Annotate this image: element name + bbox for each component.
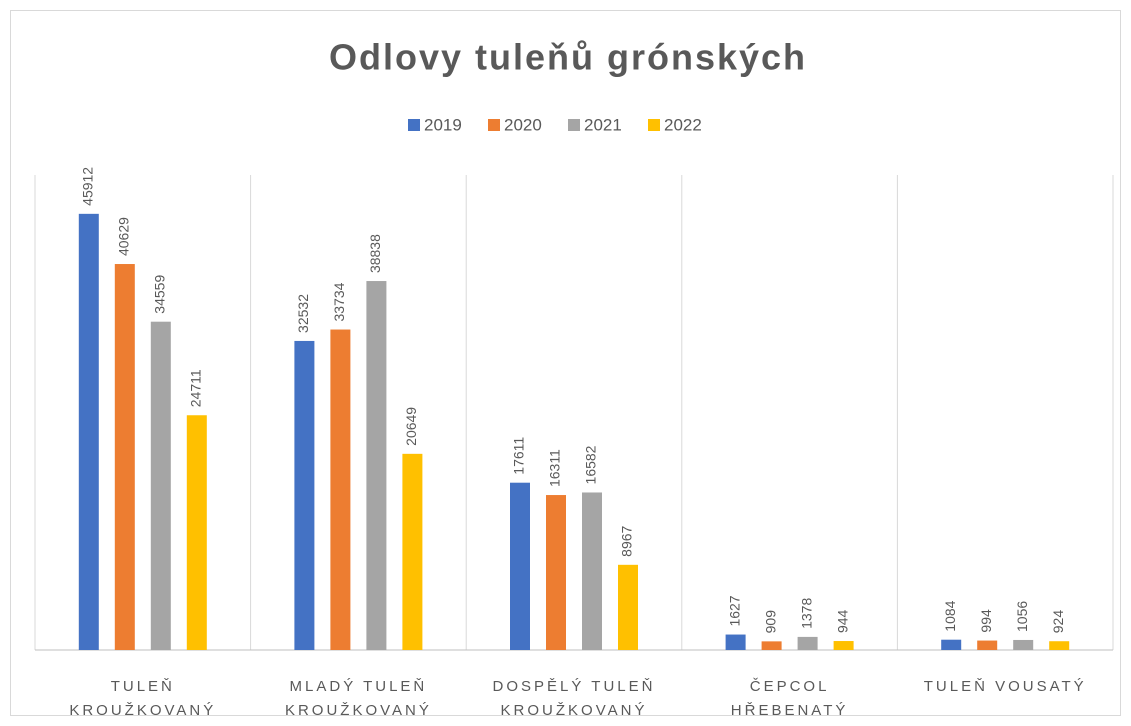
x-tick-label: TULEŇ VOUSATÝ bbox=[924, 678, 1087, 695]
value-label: 32532 bbox=[295, 294, 311, 333]
value-label: 944 bbox=[834, 609, 850, 633]
bar bbox=[366, 281, 387, 650]
bar bbox=[78, 213, 99, 650]
value-label: 1627 bbox=[726, 595, 742, 626]
value-label: 20649 bbox=[403, 407, 419, 446]
bar bbox=[761, 641, 782, 650]
x-tick-label: DOSPĚLÝ TULEŇ bbox=[493, 678, 656, 695]
x-tick-label: HŘEBENATÝ bbox=[731, 702, 849, 719]
value-label: 924 bbox=[1050, 610, 1066, 634]
value-label: 45912 bbox=[80, 167, 96, 206]
bar bbox=[797, 636, 818, 650]
value-label: 33734 bbox=[331, 282, 347, 321]
value-label: 24711 bbox=[188, 369, 204, 407]
bar bbox=[546, 495, 566, 650]
legend-label: 2019 bbox=[424, 115, 462, 134]
bar bbox=[833, 641, 854, 650]
bar bbox=[150, 321, 171, 650]
bar bbox=[114, 264, 135, 650]
value-label: 1084 bbox=[942, 600, 958, 631]
legend-swatch bbox=[568, 119, 580, 131]
x-tick-label: KROUŽKOVANÝ bbox=[501, 702, 648, 719]
bar bbox=[402, 453, 423, 650]
value-label: 16582 bbox=[583, 445, 599, 484]
bar bbox=[330, 329, 351, 650]
legend-swatch bbox=[488, 119, 500, 131]
bar bbox=[725, 634, 746, 650]
value-label: 8967 bbox=[619, 525, 635, 556]
value-label: 1056 bbox=[1014, 601, 1030, 632]
value-label: 994 bbox=[978, 609, 994, 633]
legend-label: 2021 bbox=[584, 115, 622, 134]
bar bbox=[618, 564, 638, 650]
bar bbox=[1049, 641, 1070, 650]
legend-label: 2022 bbox=[664, 115, 702, 134]
legend-label: 2020 bbox=[504, 115, 542, 134]
bar bbox=[294, 340, 315, 650]
bar bbox=[582, 492, 602, 650]
bar bbox=[186, 415, 207, 650]
legend-swatch bbox=[648, 119, 660, 131]
bar bbox=[510, 482, 530, 650]
value-label: 1378 bbox=[798, 598, 814, 629]
value-label: 909 bbox=[762, 610, 778, 634]
value-label: 17611 bbox=[511, 437, 527, 475]
bar bbox=[977, 640, 998, 650]
value-label: 40629 bbox=[116, 217, 132, 256]
bar bbox=[1013, 639, 1034, 650]
legend-swatch bbox=[408, 119, 420, 131]
value-label: 34559 bbox=[152, 275, 168, 314]
x-tick-label: MLADÝ TULEŇ bbox=[290, 678, 428, 695]
chart-title: Odlovy tuleňů grónských bbox=[329, 37, 807, 78]
x-tick-label: ČEPCOL bbox=[750, 678, 830, 695]
bar bbox=[941, 639, 962, 650]
x-tick-label: KROUŽKOVANÝ bbox=[285, 702, 432, 719]
x-tick-label: KROUŽKOVANÝ bbox=[69, 702, 216, 719]
value-label: 38838 bbox=[367, 234, 383, 273]
x-tick-label: TULEŇ bbox=[111, 678, 175, 695]
value-label: 16311 bbox=[547, 449, 563, 487]
